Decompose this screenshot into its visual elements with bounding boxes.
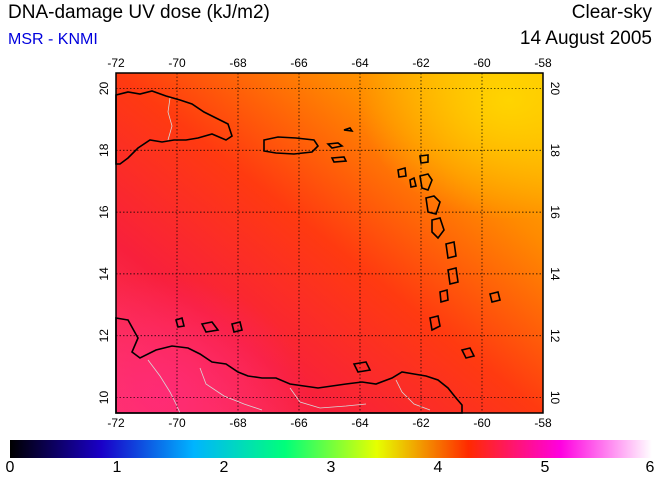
source-label: MSR - KNMI (8, 31, 98, 48)
lon-tick-label-top: -66 (290, 56, 308, 70)
lat-tick-label-left: 14 (97, 267, 111, 281)
map-title: DNA-damage UV dose (kJ/m2) (8, 2, 270, 23)
coast-bonaire (231, 321, 243, 333)
coast-grenadines (439, 288, 449, 304)
coast-st-vincent (447, 267, 459, 285)
lon-tick-label-bottom: -62 (412, 416, 430, 430)
lon-tick-label-bottom: -58 (534, 416, 552, 430)
colorbar-tick-label: 6 (645, 459, 655, 476)
coast-barbados (489, 291, 501, 303)
coast-virgin-islands (326, 142, 344, 149)
coast-margarita (352, 361, 372, 373)
lat-tick-label-right: 14 (548, 267, 562, 281)
coast-south-america (115, 317, 463, 414)
colorbar-tick-label: 4 (433, 459, 443, 476)
coast-guadeloupe (419, 173, 433, 191)
coast-montserrat (409, 176, 417, 188)
lat-tick-label-left: 20 (97, 81, 111, 95)
coast-martinique (431, 217, 445, 240)
uv-colorbar (10, 440, 652, 458)
coast-grenada (429, 315, 441, 332)
uv-field-low (116, 73, 543, 413)
border-haiti-dr (167, 97, 173, 141)
coast-antigua (397, 166, 407, 178)
lon-tick-label-top: -72 (107, 56, 125, 70)
lon-tick-label-top: -64 (351, 56, 369, 70)
coast-st-croix (330, 156, 348, 163)
lon-tick-label-bottom: -70 (168, 416, 186, 430)
lat-tick-label-right: 10 (548, 391, 562, 405)
lon-tick-label-top: -58 (534, 56, 552, 70)
colorbar-tick-label: 2 (219, 459, 229, 476)
axis-labels: -72 -72 -70 -70 -68 -68 -66 -66 -64 -64 -62 -62 -60 -… (97, 56, 562, 430)
coast-anguilla (343, 127, 354, 133)
lon-tick-label-bottom: -64 (351, 416, 369, 430)
lon-tick-label-top: -68 (229, 56, 247, 70)
lon-tick-label-bottom: -60 (473, 416, 491, 430)
colorbar-tick-label: 0 (5, 459, 15, 476)
coast-puerto-rico (263, 136, 320, 155)
coastlines (115, 90, 501, 414)
lat-tick-label-left: 12 (97, 329, 111, 343)
lat-tick-label-right: 12 (548, 329, 562, 343)
lat-tick-label-right: 18 (548, 144, 562, 158)
lon-tick-label-bottom: -68 (229, 416, 247, 430)
coast-aruba (175, 316, 185, 328)
lat-tick-label-left: 18 (97, 143, 111, 157)
colorbar-tick-label: 3 (326, 459, 336, 476)
lon-tick-label-bottom: -72 (107, 416, 125, 430)
border-venezuela-guyana (395, 379, 431, 411)
coast-st-lucia (445, 241, 457, 259)
sky-condition: Clear-sky (571, 2, 652, 23)
lon-tick-label-top: -62 (412, 56, 430, 70)
lon-tick-label-top: -60 (473, 56, 491, 70)
lat-tick-label-right: 16 (548, 205, 562, 219)
lat-tick-label-right: 20 (548, 82, 562, 96)
uv-dose-map: -72 -72 -70 -70 -68 -68 -66 -66 -64 -64 -62 -62 -60 -… (97, 56, 562, 430)
lat-tick-label-left: 16 (97, 205, 111, 219)
coast-curacao (200, 321, 220, 333)
coast-dominica (425, 195, 441, 215)
lat-tick-label-left: 10 (97, 391, 111, 405)
date-label: 14 August 2005 (519, 28, 652, 49)
colorbar-tick-label: 1 (112, 459, 122, 476)
border-venezuela-states (199, 367, 263, 411)
lon-tick-label-top: -70 (168, 56, 186, 70)
lon-tick-label-bottom: -66 (290, 416, 308, 430)
map-area (116, 73, 543, 413)
colorbar-tick-label: 5 (540, 459, 550, 476)
border-venezuela-states-2 (289, 387, 367, 409)
coast-hispaniola (115, 90, 233, 165)
coast-tobago (460, 347, 476, 359)
map-frame (115, 72, 544, 414)
